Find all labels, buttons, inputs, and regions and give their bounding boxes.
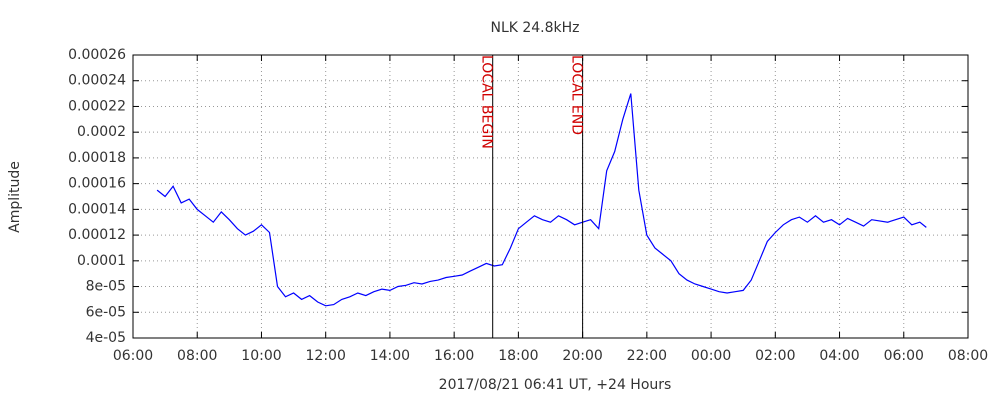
y-tick-label: 8e-05 [86,279,126,295]
y-tick-label: 0.00024 [68,73,126,89]
x-tick-label: 08:00 [177,348,217,364]
x-tick-label: 16:00 [434,348,474,364]
y-tick-label: 0.00012 [68,227,126,243]
event-label: LOCAL BEGIN [479,55,495,149]
x-axis-label: 2017/08/21 06:41 UT, +24 Hours [439,377,672,393]
chart-title: NLK 24.8kHz [490,20,579,36]
y-tick-label: 0.00022 [68,98,126,114]
x-tick-label: 22:00 [627,348,667,364]
y-axis-label: Amplitude [7,161,23,233]
y-tick-label: 6e-05 [86,304,126,320]
x-tick-label: 02:00 [755,348,795,364]
y-tick-label: 4e-05 [86,330,126,346]
y-tick-label: 0.00016 [68,176,126,192]
event-label: LOCAL END [569,55,585,135]
x-tick-label: 20:00 [562,348,602,364]
y-tick-label: 0.00014 [68,201,126,217]
y-tick-label: 0.00018 [68,150,126,166]
x-tick-label: 06:00 [113,348,153,364]
y-tick-label: 0.0002 [77,124,126,140]
data-line [156,93,927,307]
x-tick-label: 06:00 [884,348,924,364]
plot-frame [132,54,969,339]
x-tick-label: 08:00 [948,348,988,364]
x-tick-label: 00:00 [691,348,731,364]
x-tick-label: 12:00 [306,348,346,364]
x-tick-label: 14:00 [370,348,410,364]
x-tick-label: 10:00 [241,348,281,364]
y-tick-label: 0.0001 [77,253,126,269]
x-tick-label: 04:00 [819,348,859,364]
y-tick-label: 0.00026 [68,47,126,63]
x-tick-label: 18:00 [498,348,538,364]
